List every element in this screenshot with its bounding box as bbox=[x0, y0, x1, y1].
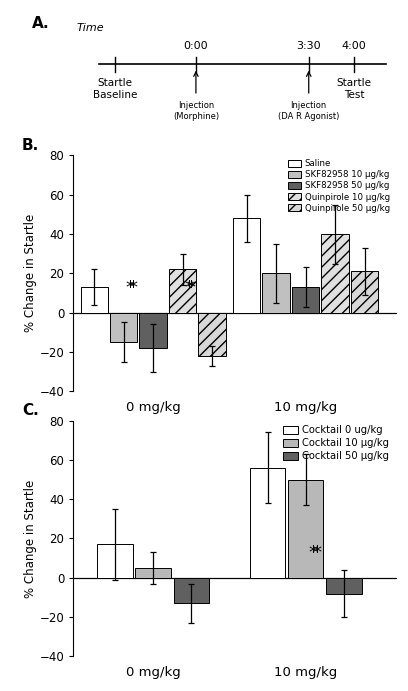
Text: A.: A. bbox=[31, 16, 49, 31]
Text: *: * bbox=[187, 279, 196, 297]
Text: 10 mg/kg: 10 mg/kg bbox=[274, 666, 337, 679]
Text: 0:00: 0:00 bbox=[184, 41, 208, 51]
Text: C.: C. bbox=[22, 403, 39, 418]
Bar bbox=[250, 468, 285, 578]
Bar bbox=[351, 272, 378, 312]
Text: 10 mg/kg: 10 mg/kg bbox=[274, 401, 337, 414]
Text: 4:00: 4:00 bbox=[341, 41, 366, 51]
Y-axis label: % Change in Startle: % Change in Startle bbox=[24, 480, 37, 598]
Bar bbox=[233, 218, 260, 312]
Bar bbox=[262, 274, 290, 312]
Y-axis label: % Change in Startle: % Change in Startle bbox=[24, 214, 37, 332]
Bar bbox=[97, 545, 133, 578]
Bar bbox=[140, 312, 167, 348]
Bar bbox=[198, 312, 226, 356]
Text: *: * bbox=[184, 279, 193, 297]
Text: 0 mg/kg: 0 mg/kg bbox=[126, 401, 180, 414]
Text: Startle
Baseline: Startle Baseline bbox=[93, 78, 137, 100]
Text: *: * bbox=[128, 279, 137, 297]
Bar bbox=[135, 568, 171, 578]
Bar bbox=[80, 287, 108, 312]
Text: 3:30: 3:30 bbox=[297, 41, 321, 51]
Text: Morphine Dose: Morphine Dose bbox=[159, 443, 310, 461]
Legend: Saline, SKF82958 10 μg/kg, SKF82958 50 μg/kg, Quinpirole 10 μg/kg, Quinpirole 50: Saline, SKF82958 10 μg/kg, SKF82958 50 μ… bbox=[286, 158, 391, 214]
Bar bbox=[322, 234, 349, 312]
Bar bbox=[292, 287, 319, 312]
Text: *: * bbox=[309, 544, 318, 562]
Legend: Cocktail 0 ug/kg, Cocktail 10 μg/kg, Cocktail 50 μg/kg: Cocktail 0 ug/kg, Cocktail 10 μg/kg, Coc… bbox=[281, 423, 391, 463]
Text: *: * bbox=[125, 279, 134, 297]
Text: Startle
Test: Startle Test bbox=[336, 78, 371, 100]
Bar bbox=[173, 578, 209, 603]
Bar bbox=[169, 269, 196, 312]
Bar bbox=[110, 312, 137, 342]
Text: Injection
(Morphine): Injection (Morphine) bbox=[173, 102, 219, 121]
Bar bbox=[288, 480, 324, 578]
Text: 0 mg/kg: 0 mg/kg bbox=[126, 666, 180, 679]
Text: B.: B. bbox=[22, 138, 39, 153]
Text: *: * bbox=[313, 544, 322, 562]
Bar bbox=[326, 578, 361, 594]
Text: Injection
(DA R Agonist): Injection (DA R Agonist) bbox=[278, 102, 339, 121]
Text: Time: Time bbox=[77, 23, 104, 32]
